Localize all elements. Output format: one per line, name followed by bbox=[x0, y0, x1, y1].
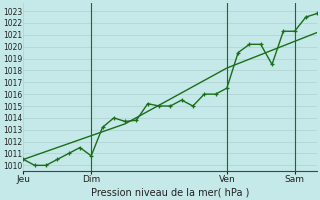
X-axis label: Pression niveau de la mer( hPa ): Pression niveau de la mer( hPa ) bbox=[91, 187, 250, 197]
